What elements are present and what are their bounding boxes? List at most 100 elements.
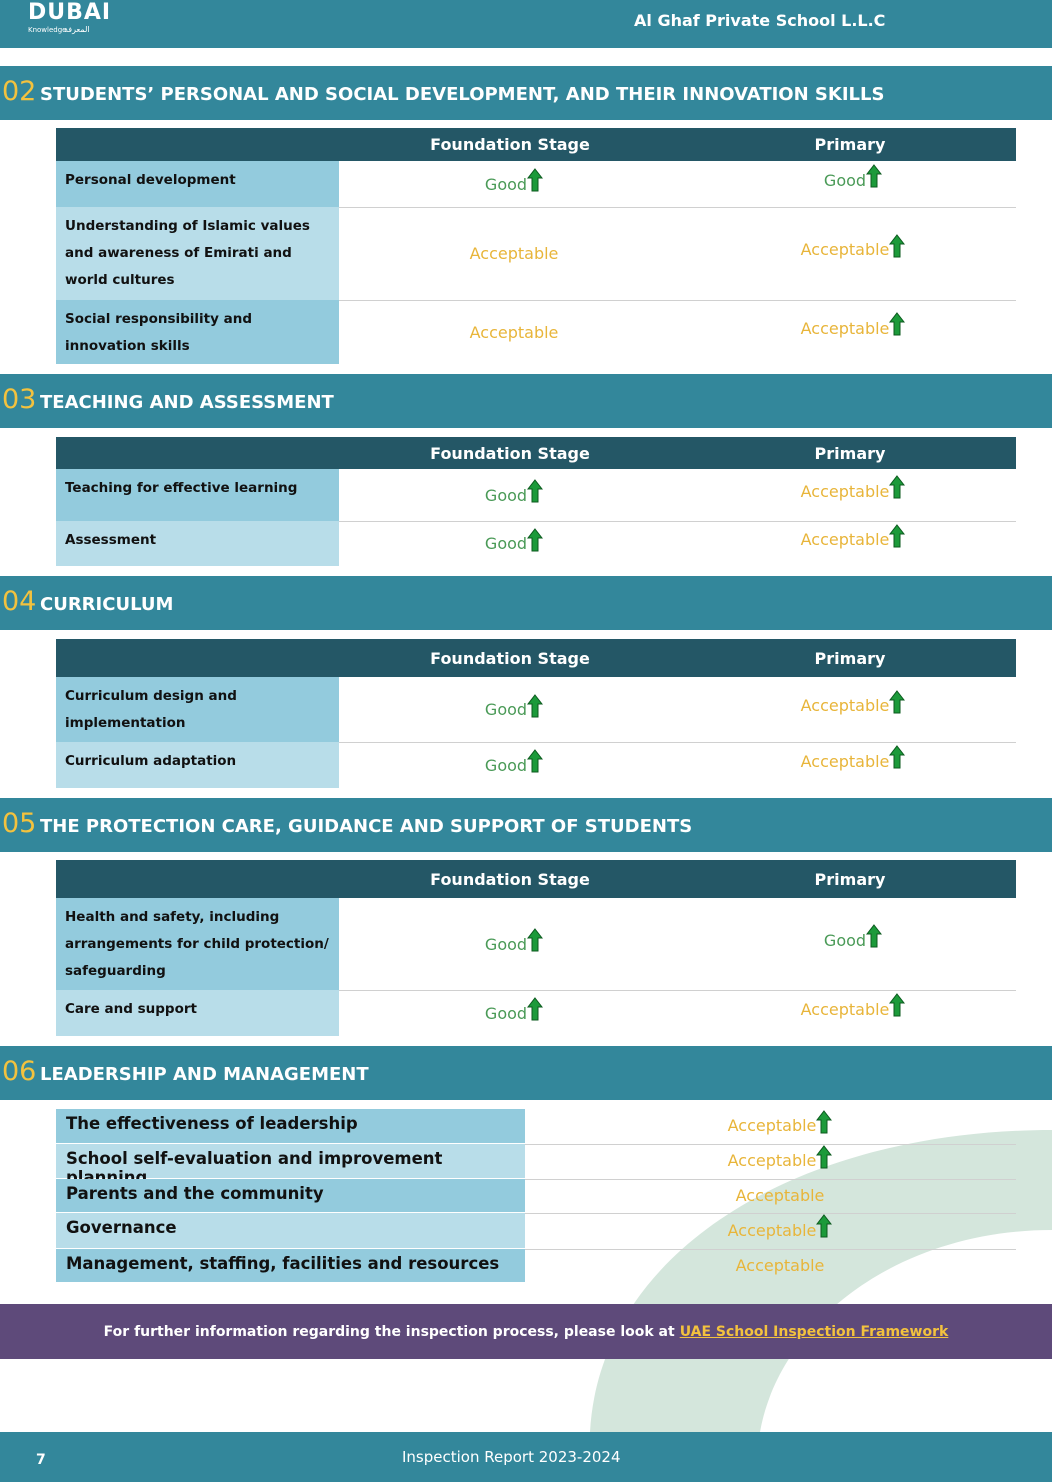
improvement-arrow xyxy=(816,1144,833,1168)
rating-text: Acceptable xyxy=(800,240,890,259)
rating-text: Good xyxy=(484,1003,528,1023)
rating-text: Good xyxy=(484,534,528,553)
column-header: Foundation Stage xyxy=(430,135,590,154)
rating: Acceptable xyxy=(723,469,983,513)
report-title: Inspection Report 2023-2024 xyxy=(402,1448,621,1466)
improvement-arrow xyxy=(527,997,544,1021)
rating-text: Good xyxy=(484,755,528,775)
rating-text: Acceptable xyxy=(800,999,890,1019)
row-label: Teaching for effective learning xyxy=(56,469,339,521)
improvement-arrow xyxy=(527,693,544,717)
row-separator xyxy=(525,1144,1016,1145)
rating-text: Acceptable xyxy=(469,244,559,263)
rating-text: Acceptable xyxy=(727,1151,817,1170)
row-label: School self-evaluation and improvement p… xyxy=(56,1144,525,1187)
column-header: Primary xyxy=(814,135,886,154)
improvement-arrow xyxy=(866,924,883,948)
rating: Acceptable xyxy=(650,1213,910,1247)
improvement-arrow xyxy=(816,1109,833,1133)
rating: Good xyxy=(384,521,644,566)
rating: Acceptable xyxy=(723,207,983,292)
row-label: Management, staffing, facilities and res… xyxy=(56,1249,525,1282)
rating: Acceptable xyxy=(723,521,983,558)
row-label: Health and safety, including arrangement… xyxy=(56,898,339,990)
rating-text: Acceptable xyxy=(800,751,890,771)
row-label: Curriculum design and implementation xyxy=(56,677,339,742)
row-separator xyxy=(339,990,1016,991)
improvement-arrow xyxy=(889,233,906,257)
improvement-arrow xyxy=(527,928,544,952)
section-number: 06 xyxy=(2,1056,37,1087)
row-separator xyxy=(339,300,1016,301)
section-title: STUDENTS’ PERSONAL AND SOCIAL DEVELOPMEN… xyxy=(40,84,885,105)
rating-text: Acceptable xyxy=(469,322,559,342)
rating-text: Good xyxy=(484,174,528,194)
page-number: 7 xyxy=(36,1452,46,1468)
row-separator xyxy=(525,1179,1016,1180)
rating: Good xyxy=(384,161,644,207)
section-title: CURRICULUM xyxy=(40,594,174,615)
rating: Acceptable xyxy=(650,1144,910,1177)
rating: Good xyxy=(384,677,644,742)
column-header: Foundation Stage xyxy=(430,648,590,668)
section-bar: 02 STUDENTS’ PERSONAL AND SOCIAL DEVELOPM… xyxy=(0,66,1052,120)
section-title: LEADERSHIP AND MANAGEMENT xyxy=(40,1064,369,1085)
note-link: UAE School Inspection Framework xyxy=(679,1323,949,1340)
section-bar: 05 THE PROTECTION CARE, GUIDANCE AND SUPP… xyxy=(0,798,1052,852)
rating-text: Acceptable xyxy=(735,1255,825,1275)
row-separator xyxy=(339,207,1016,208)
row-separator xyxy=(525,1213,1016,1214)
rating-text: Good xyxy=(823,930,867,950)
column-header: Foundation Stage xyxy=(430,443,590,463)
rating: Acceptable xyxy=(650,1109,910,1142)
rating-text: Acceptable xyxy=(800,696,890,715)
section-title: TEACHING AND ASSESSMENT xyxy=(40,392,334,413)
column-header: Primary xyxy=(814,869,886,889)
improvement-arrow xyxy=(889,523,906,547)
rating-text: Acceptable xyxy=(800,481,890,501)
rating-text: Acceptable xyxy=(800,318,890,338)
section-number: 05 xyxy=(2,808,37,839)
rating: Good xyxy=(384,990,644,1036)
note-text: For further information regarding the in… xyxy=(103,1323,675,1340)
section-bar: 04 CURRICULUM xyxy=(0,576,1052,630)
rating: Good xyxy=(723,898,983,982)
row-label: Care and support xyxy=(56,990,339,1036)
row-label: Assessment xyxy=(56,521,339,566)
improvement-arrow xyxy=(889,745,906,769)
rating: Good xyxy=(723,161,983,199)
rating: Acceptable xyxy=(723,300,983,356)
row-separator xyxy=(525,1249,1016,1250)
improvement-arrow xyxy=(889,993,906,1017)
school-name: Al Ghaf Private School L.L.C xyxy=(634,11,886,30)
section-number: 04 xyxy=(2,586,37,617)
table-header xyxy=(56,437,1016,469)
row-separator xyxy=(339,521,1016,522)
improvement-arrow xyxy=(527,168,544,192)
rating-text: Acceptable xyxy=(735,1185,825,1205)
header-bar xyxy=(0,0,1052,48)
rating: Acceptable xyxy=(384,300,644,364)
improvement-arrow xyxy=(889,475,906,499)
logo: DUBAI xyxy=(28,0,112,25)
improvement-arrow xyxy=(889,689,906,713)
section-bar: 03 TEACHING AND ASSESSMENT xyxy=(0,374,1052,428)
rating: Acceptable xyxy=(723,990,983,1028)
row-label: Social responsibility and innovation ski… xyxy=(56,300,339,364)
table-header xyxy=(56,639,1016,677)
rating-text: Good xyxy=(484,485,528,505)
row-label: Parents and the community xyxy=(56,1179,525,1212)
row-label: Curriculum adaptation xyxy=(56,742,339,788)
rating: Acceptable xyxy=(650,1179,910,1211)
logo-sub: Knowledge xyxy=(28,26,67,34)
rating: Acceptable xyxy=(384,207,644,300)
rating: Acceptable xyxy=(723,742,983,780)
table-header xyxy=(56,128,1016,161)
rating-text: Acceptable xyxy=(727,1116,817,1135)
row-separator xyxy=(339,742,1016,743)
section-bar: 06 LEADERSHIP AND MANAGEMENT xyxy=(0,1046,1052,1100)
row-label: Understanding of Islamic values and awar… xyxy=(56,207,339,300)
rating: Good xyxy=(384,469,644,521)
rating: Good xyxy=(384,898,644,990)
row-label: Governance xyxy=(56,1213,525,1248)
